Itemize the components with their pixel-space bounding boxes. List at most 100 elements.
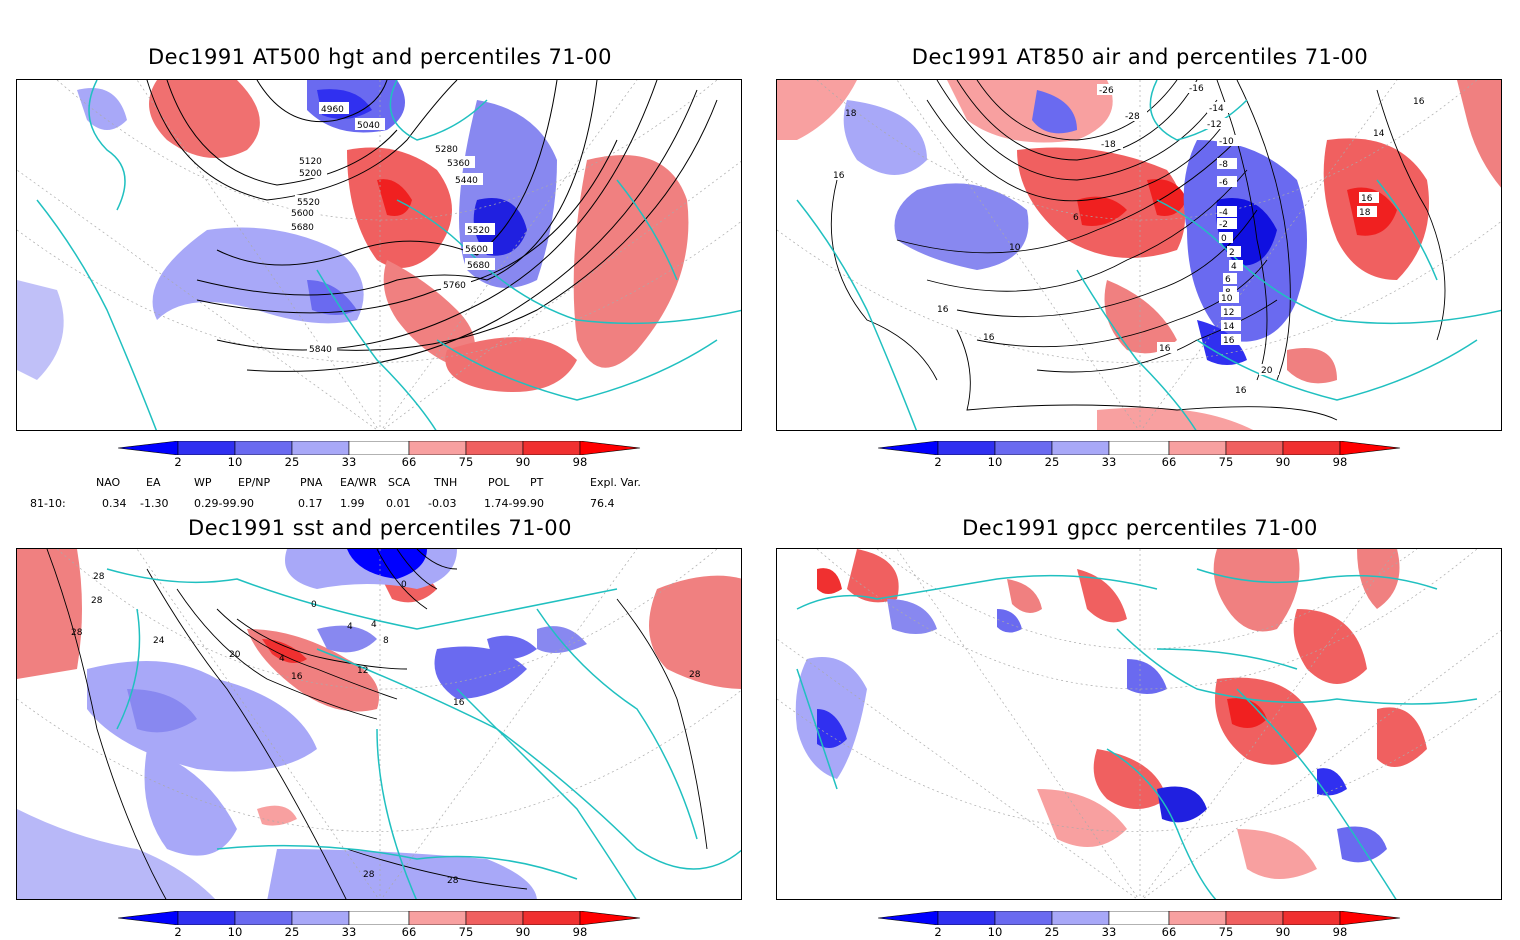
index-value: 0.17 (298, 497, 323, 510)
contour-label: -14 (1209, 104, 1224, 114)
contour-label: 6 (1225, 275, 1231, 285)
contour-label: 12 (1223, 308, 1234, 318)
colorbar-swatch (465, 441, 524, 455)
contour-label: 5840 (309, 345, 332, 355)
colorbar-tick: 98 (1332, 925, 1348, 939)
colorbar-tick: 98 (572, 455, 588, 469)
map-panel-air850: -26 -28 -18 -16 -14 -12 -10 -8 -6 -4 -2 … (776, 79, 1502, 431)
map-panel-sst: 28 28 28 24 20 16 12 8 4 4 0 4 16 28 28 … (16, 548, 742, 900)
colorbar-swatch (1339, 911, 1401, 925)
contour-label: 0 (401, 580, 407, 590)
contour-label: 14 (1373, 129, 1385, 139)
colorbar-swatch (1225, 911, 1284, 925)
colorbar-swatch (579, 441, 641, 455)
colorbar-tick: 33 (1101, 925, 1117, 939)
contour-label: 16 (1361, 194, 1373, 204)
colorbar-tick: 25 (284, 455, 300, 469)
index-header: TNH (434, 476, 458, 489)
contour-label: -18 (1101, 140, 1116, 150)
colorbar-swatch (937, 911, 996, 925)
index-header: EA (146, 476, 161, 489)
colorbar-tick: 66 (1161, 925, 1177, 939)
contour-label: 5200 (299, 169, 322, 179)
contour-label: 16 (937, 305, 949, 315)
index-header: SCA (388, 476, 411, 489)
contour-label: 4 (1231, 262, 1237, 272)
colorbar-tick: 75 (458, 455, 474, 469)
index-value: 76.4 (590, 497, 615, 510)
colorbar-swatch (177, 441, 236, 455)
colorbar-tick: 66 (401, 455, 417, 469)
colorbar-swatch (522, 441, 581, 455)
contour-label: 5600 (291, 209, 314, 219)
contour-label: 16 (983, 333, 995, 343)
colorbar-swatch (522, 911, 581, 925)
contour-label: 5520 (297, 198, 320, 208)
colorbar-swatch (1282, 911, 1341, 925)
colorbar-tick: 66 (401, 925, 417, 939)
contour-label: -10 (1219, 137, 1234, 147)
contour-label: 28 (447, 876, 459, 886)
graticule (17, 80, 741, 430)
contour-label: 5440 (455, 176, 478, 186)
colorbar-swatch (1339, 441, 1401, 455)
contour-label: 5360 (447, 159, 470, 169)
colorbar-swatch (878, 911, 939, 925)
index-value: 1.74-99.90 (484, 497, 544, 510)
colorbar-tick: 25 (1044, 455, 1060, 469)
height-contours (146, 80, 718, 372)
contour-label: -4 (1219, 208, 1228, 218)
contour-label: 18 (1359, 208, 1371, 218)
index-value: 0.34 (102, 497, 127, 510)
contour-label: 28 (689, 670, 701, 680)
contour-label: 2 (1229, 248, 1235, 258)
contour-label: 5680 (291, 223, 314, 233)
contour-label: 5040 (357, 121, 380, 131)
colorbar-sst: 2 10 25 33 66 75 90 98 (118, 911, 648, 939)
contour-label: 16 (1413, 97, 1425, 107)
colorbar-swatch (118, 441, 179, 455)
colorbar-tick: 75 (458, 925, 474, 939)
panel-title-gpcc: Dec1991 gpcc percentiles 71-00 (962, 516, 1318, 540)
map-panel-gpcc (776, 548, 1502, 900)
contour-label: -16 (1189, 84, 1204, 94)
contour-label: 16 (1223, 336, 1235, 346)
colorbar-swatch (1051, 911, 1110, 925)
colorbar-tick: 66 (1161, 455, 1177, 469)
index-header: PNA (300, 476, 323, 489)
colorbar-swatch (1108, 911, 1170, 925)
index-value: 0.01 (386, 497, 411, 510)
colorbar-tick: 10 (987, 455, 1003, 469)
contour-label: -8 (1219, 160, 1228, 170)
colorbar-swatch (291, 441, 350, 455)
contour-label: 16 (453, 698, 465, 708)
contour-label: 18 (845, 109, 857, 119)
contour-label: 28 (71, 628, 83, 638)
index-value: -1.30 (140, 497, 169, 510)
colorbar-swatch (579, 911, 641, 925)
contour-label: 16 (1235, 386, 1247, 396)
colorbar-swatch (234, 911, 293, 925)
contour-label: 16 (1159, 344, 1171, 354)
colorbar-swatch (1168, 441, 1227, 455)
colorbar-tick: 10 (227, 925, 243, 939)
contour-label: 5520 (467, 226, 490, 236)
contour-label: 20 (229, 650, 241, 660)
colorbar-tick: 10 (227, 455, 243, 469)
contour-label: 4 (371, 620, 377, 630)
colorbar-tick: 2 (174, 455, 182, 469)
contour-label: 4 (279, 654, 285, 664)
contour-label: 5120 (299, 157, 322, 167)
colorbar-swatch (1108, 441, 1170, 455)
colorbar-tick: 2 (934, 455, 942, 469)
colorbar-swatch (1168, 911, 1227, 925)
colorbar-swatch (408, 911, 467, 925)
colorbar-tick: 90 (1275, 455, 1291, 469)
index-header: Expl. Var. (590, 476, 641, 489)
colorbar-tick: 33 (341, 455, 357, 469)
sst-contours (46, 549, 708, 899)
contour-label: -2 (1219, 220, 1228, 230)
index-header: PT (530, 476, 544, 489)
panel-title-sst: Dec1991 sst and percentiles 71-00 (188, 516, 572, 540)
colorbar-swatch (348, 441, 410, 455)
